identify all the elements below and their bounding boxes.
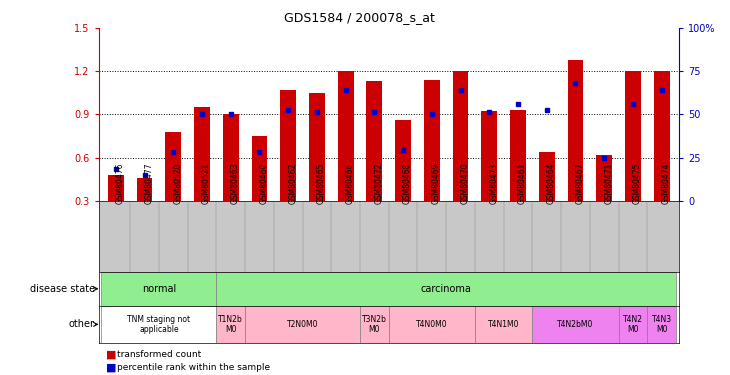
Bar <box>101 272 216 306</box>
Bar <box>166 132 181 201</box>
Text: GSM80521: GSM80521 <box>202 163 211 204</box>
Bar <box>194 107 210 201</box>
Bar <box>539 152 555 201</box>
Text: normal: normal <box>142 284 176 294</box>
Text: ■: ■ <box>106 363 116 372</box>
Bar <box>395 120 411 201</box>
Text: transformed count: transformed count <box>117 350 201 359</box>
Bar <box>453 71 469 201</box>
Text: T4N2bM0: T4N2bM0 <box>557 320 593 329</box>
Text: T4N3
M0: T4N3 M0 <box>652 315 672 334</box>
Text: percentile rank within the sample: percentile rank within the sample <box>117 363 270 372</box>
Bar <box>648 306 676 343</box>
Text: GSM80470: GSM80470 <box>461 163 469 204</box>
Bar <box>618 306 648 343</box>
Text: GSM80464: GSM80464 <box>547 163 556 204</box>
Text: GSM80471: GSM80471 <box>604 163 613 204</box>
Bar <box>596 154 612 201</box>
Bar <box>625 71 641 201</box>
Text: carcinoma: carcinoma <box>420 284 472 294</box>
Bar <box>654 71 669 201</box>
Bar <box>338 71 353 201</box>
Text: GSM80469: GSM80469 <box>432 163 441 204</box>
Text: disease state: disease state <box>30 284 95 294</box>
Bar <box>252 136 267 201</box>
Text: GSM80460: GSM80460 <box>259 163 269 204</box>
Text: GSM80463: GSM80463 <box>231 163 239 204</box>
Text: GSM80468: GSM80468 <box>403 163 412 204</box>
Bar <box>366 81 383 201</box>
Bar <box>216 272 676 306</box>
Bar <box>108 175 123 201</box>
Text: GSM80476: GSM80476 <box>116 163 125 204</box>
Text: GDS1584 / 200078_s_at: GDS1584 / 200078_s_at <box>284 11 435 24</box>
Bar <box>223 114 239 201</box>
Bar <box>532 306 618 343</box>
Bar <box>101 306 216 343</box>
Text: TNM staging not
applicable: TNM staging not applicable <box>127 315 191 334</box>
Bar <box>389 306 475 343</box>
Bar <box>216 306 245 343</box>
Bar <box>475 306 532 343</box>
Text: GSM80473: GSM80473 <box>489 163 499 204</box>
Bar <box>510 110 526 201</box>
Bar <box>481 111 497 201</box>
Text: GSM80475: GSM80475 <box>633 163 642 204</box>
Text: GSM80477: GSM80477 <box>145 163 153 204</box>
Text: ■: ■ <box>106 350 116 359</box>
Text: GSM80520: GSM80520 <box>173 163 182 204</box>
Text: T1N2b
M0: T1N2b M0 <box>218 315 243 334</box>
Bar <box>137 178 153 201</box>
Text: GSM80461: GSM80461 <box>518 163 527 204</box>
Text: GSM80465: GSM80465 <box>317 163 326 204</box>
Bar <box>360 306 389 343</box>
Text: T4N2
M0: T4N2 M0 <box>623 315 643 334</box>
Text: GSM80462: GSM80462 <box>288 163 297 204</box>
Text: T3N2b
M0: T3N2b M0 <box>362 315 387 334</box>
Bar <box>280 90 296 201</box>
Bar <box>424 80 439 201</box>
Bar <box>567 60 583 201</box>
Text: other: other <box>69 320 95 329</box>
Text: T4N0M0: T4N0M0 <box>416 320 447 329</box>
Text: GSM80466: GSM80466 <box>345 163 355 204</box>
Text: T2N0M0: T2N0M0 <box>287 320 318 329</box>
Bar <box>245 306 360 343</box>
Text: GSM80474: GSM80474 <box>661 163 671 204</box>
Text: T4N1M0: T4N1M0 <box>488 320 520 329</box>
Text: GSM80472: GSM80472 <box>374 163 383 204</box>
Text: GSM80467: GSM80467 <box>575 163 585 204</box>
Bar <box>309 93 325 201</box>
